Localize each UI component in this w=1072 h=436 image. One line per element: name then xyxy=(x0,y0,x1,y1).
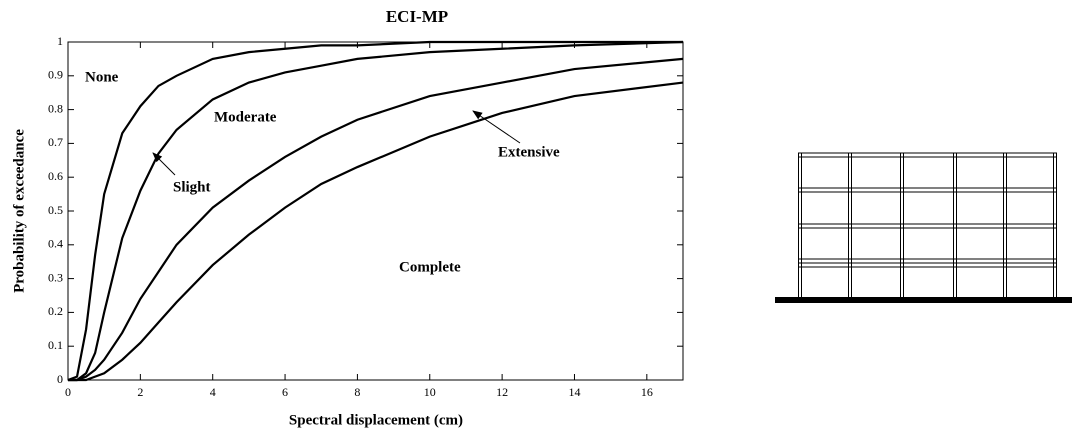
annotation: Complete xyxy=(399,259,461,275)
x-tick-label: 14 xyxy=(568,385,580,399)
y-tick-label: 0.3 xyxy=(48,270,63,284)
y-tick-label: 0.6 xyxy=(48,169,63,183)
curve xyxy=(68,40,684,382)
y-tick-label: 0 xyxy=(57,372,63,386)
ground xyxy=(775,297,1072,303)
x-tick-label: 8 xyxy=(354,385,360,399)
arrow xyxy=(472,110,521,144)
chart-title: ECI-MP xyxy=(386,7,448,26)
y-tick-label: 0.1 xyxy=(48,338,63,352)
y-tick-label: 1 xyxy=(57,34,63,48)
y-tick-label: 0.4 xyxy=(48,237,63,251)
y-tick-label: 0.9 xyxy=(48,68,63,82)
x-tick-label: 16 xyxy=(641,385,653,399)
x-tick-label: 6 xyxy=(282,385,288,399)
x-tick-label: 10 xyxy=(424,385,436,399)
x-tick-label: 2 xyxy=(137,385,143,399)
x-tick-label: 12 xyxy=(496,385,508,399)
building-frame xyxy=(798,152,1057,297)
plot-frame xyxy=(67,41,684,381)
curve xyxy=(68,81,684,382)
x-axis-label: Spectral displacement (cm) xyxy=(289,412,463,428)
x-tick-label: 4 xyxy=(210,385,216,399)
curve-label: None xyxy=(85,69,119,85)
curve xyxy=(67,40,683,382)
x-tick-label: 0 xyxy=(65,385,71,399)
y-tick-label: 0.7 xyxy=(48,135,63,149)
y-tick-label: 0.8 xyxy=(48,101,63,115)
curve-label: Moderate xyxy=(214,109,277,125)
y-tick-label: 0.5 xyxy=(48,203,63,217)
y-tick-label: 0.2 xyxy=(48,304,63,318)
curve-label: Extensive xyxy=(498,144,560,160)
y-axis-label: Probability of exceedance xyxy=(11,129,27,293)
curve-label: Slight xyxy=(173,179,211,195)
curve xyxy=(68,57,684,382)
